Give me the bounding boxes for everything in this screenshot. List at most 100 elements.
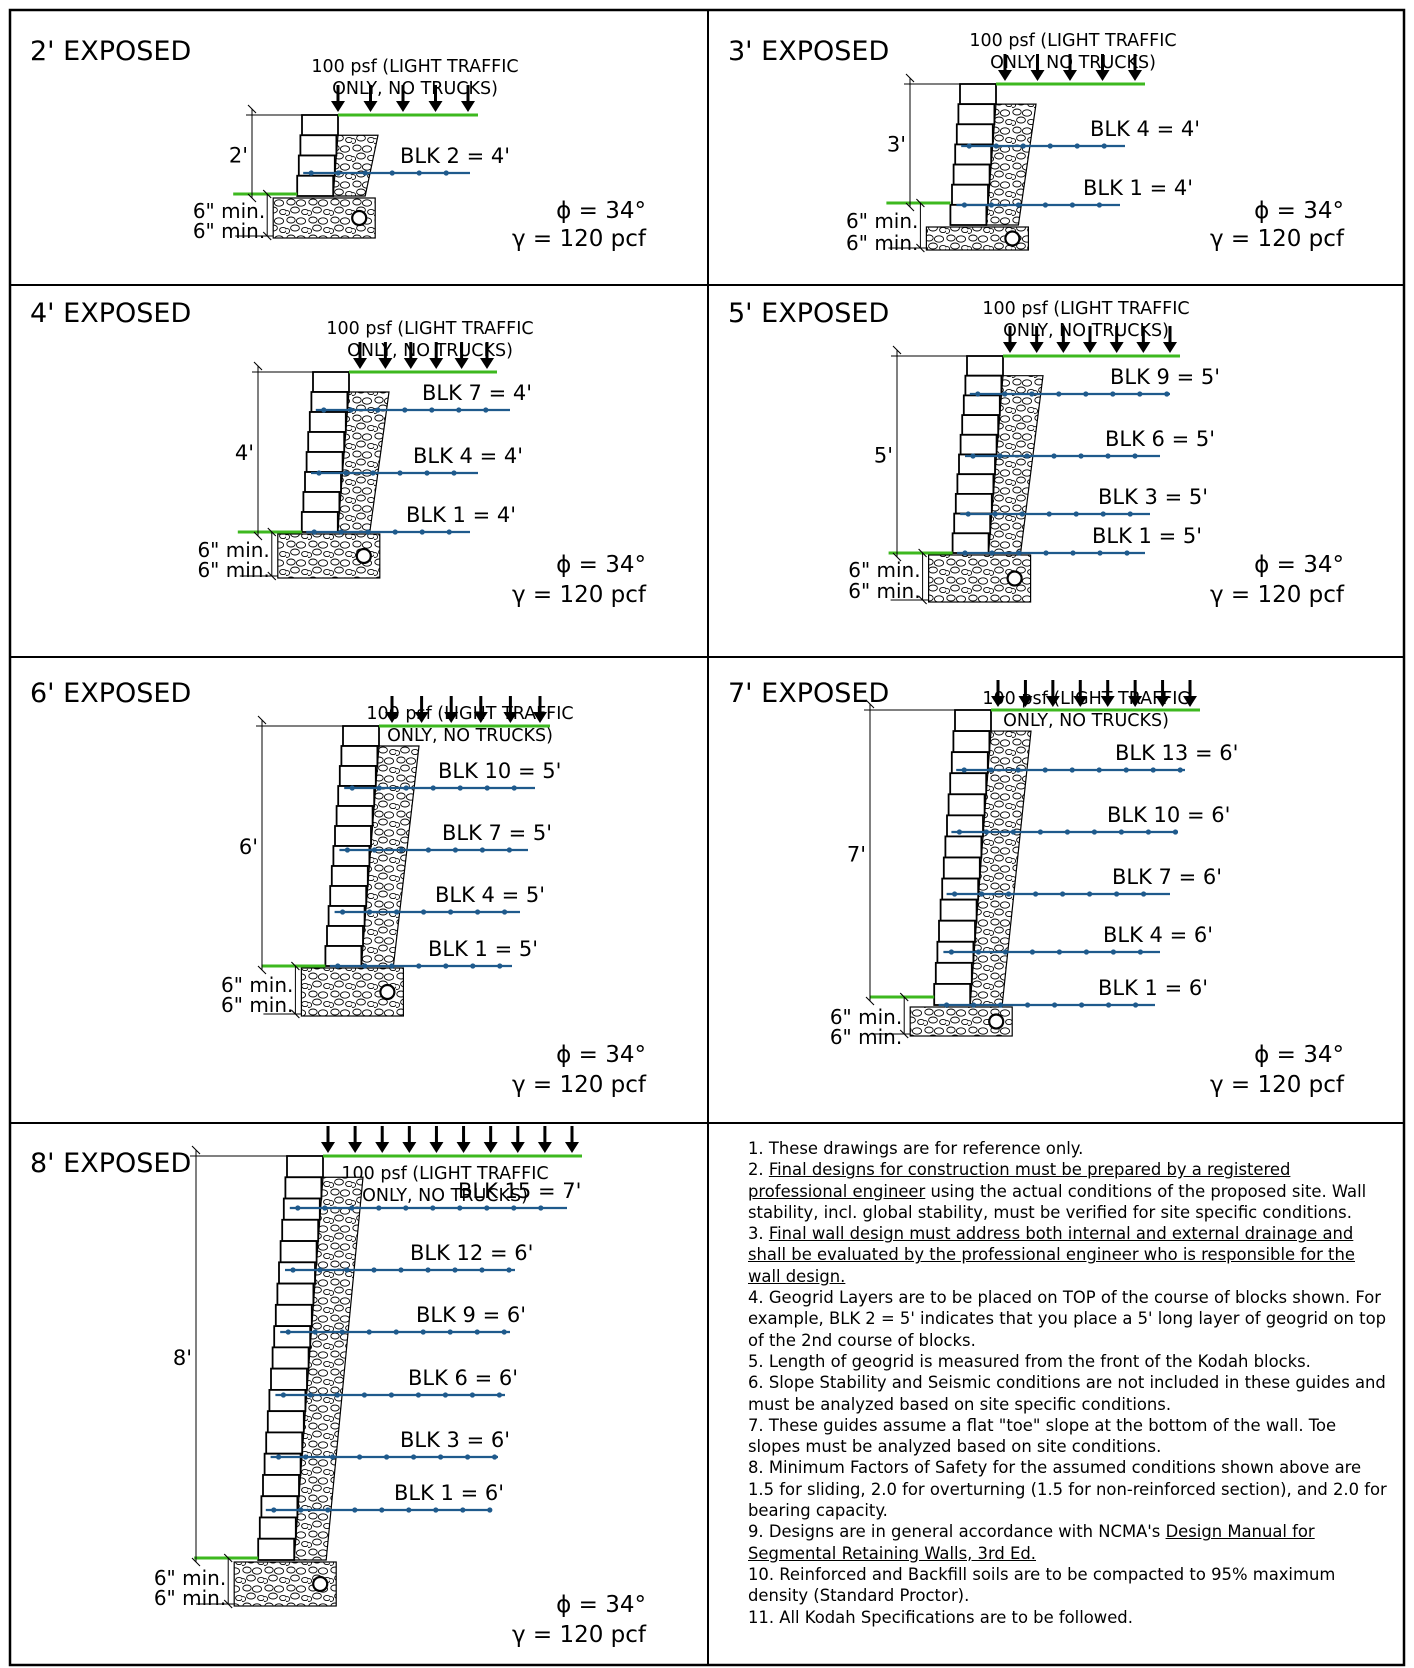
- load-label-line1: 100 psf (LIGHT TRAFFIC: [341, 1164, 548, 1184]
- surcharge-arrowhead-icon: [403, 358, 418, 369]
- geogrid-label: BLK 4 = 5': [435, 883, 545, 907]
- note-text: 7. These guides assume a flat "toe" slop…: [748, 1415, 1337, 1457]
- geogrid-node: [1137, 391, 1143, 397]
- design-notes: 1. These drawings are for reference only…: [748, 1138, 1388, 1628]
- surcharge-arrowhead-icon: [363, 101, 378, 112]
- friction-angle: ϕ = 34°: [1254, 1042, 1344, 1068]
- geogrid-node: [965, 511, 971, 517]
- surcharge-arrowhead-icon: [1003, 342, 1017, 353]
- surcharge-arrowhead-icon: [1109, 342, 1124, 353]
- geogrid-node: [429, 407, 435, 413]
- leveling-pad: [925, 226, 1030, 251]
- geogrid-node: [952, 891, 958, 897]
- wall-block: [308, 411, 347, 433]
- wall-block: [276, 1282, 315, 1306]
- geogrid-node: [979, 891, 985, 897]
- wall-block: [340, 745, 379, 767]
- surcharge-arrowhead-icon: [1128, 70, 1142, 81]
- wall-block: [951, 183, 989, 206]
- wall-block: [953, 512, 992, 535]
- unit-weight: γ = 120 pcf: [1210, 1072, 1345, 1098]
- unit-weight: γ = 120 pcf: [512, 1622, 647, 1648]
- note-3: 3. Final wall design must address both i…: [748, 1223, 1388, 1287]
- pad-thickness-label: 6" min.: [197, 558, 269, 582]
- wall-block: [954, 709, 992, 732]
- geogrid-node: [1110, 391, 1116, 397]
- geogrid-node: [442, 1392, 448, 1398]
- geogrid-node: [317, 1267, 323, 1273]
- geogrid-node: [1124, 550, 1130, 556]
- geogrid-node: [379, 1507, 385, 1513]
- geogrid-node: [371, 847, 377, 853]
- geogrid-node: [966, 143, 972, 149]
- geogrid-node: [416, 963, 422, 969]
- surcharge-arrowhead-icon: [375, 1142, 390, 1153]
- wall-block: [284, 1176, 323, 1200]
- surcharge-arrowhead-icon: [998, 70, 1012, 81]
- geogrid-node: [983, 829, 990, 835]
- wall-block: [951, 532, 990, 554]
- embedment-label: 6" min.: [846, 209, 918, 233]
- wall-block: [946, 814, 984, 838]
- geogrid-node: [497, 963, 503, 969]
- wall-block: [304, 471, 342, 493]
- geogrid-node: [316, 470, 322, 476]
- geogrid-node: [1056, 949, 1062, 955]
- surcharge-arrowhead-icon: [1073, 696, 1088, 707]
- geogrid-node: [349, 1205, 355, 1211]
- wall-block: [327, 905, 366, 927]
- geogrid-node: [1069, 202, 1075, 208]
- note-text: 2.: [748, 1160, 769, 1180]
- geogrid-node: [483, 407, 489, 413]
- embedment-label: 6" min.: [848, 558, 920, 582]
- load-label-line1: 100 psf (LIGHT TRAFFIC: [366, 704, 573, 724]
- geogrid-node: [367, 909, 373, 915]
- geogrid-node: [971, 1002, 977, 1008]
- geogrid-node: [1064, 829, 1070, 835]
- panel-title: 6' EXPOSED: [30, 678, 191, 709]
- drain-pipe-icon: [988, 1013, 1005, 1030]
- geogrid-node: [484, 785, 490, 791]
- geogrid-label: BLK 9 = 5': [1110, 365, 1220, 389]
- surcharge-arrowhead-icon: [456, 1142, 471, 1153]
- geogrid-node: [502, 909, 508, 915]
- surcharge-arrowhead-icon: [396, 101, 410, 112]
- surcharge-arrowhead-icon: [565, 1142, 579, 1153]
- wall-block: [956, 473, 995, 495]
- geogrid-label: BLK 12 = 6': [410, 1241, 533, 1265]
- geogrid-node: [335, 963, 341, 969]
- panel-title: 7' EXPOSED: [728, 678, 889, 709]
- geogrid-node: [506, 847, 512, 853]
- geogrid-node: [438, 1454, 444, 1460]
- geogrid-node: [376, 1205, 382, 1211]
- surcharge-arrowhead-icon: [483, 1142, 498, 1153]
- surcharge-arrowhead-icon: [510, 1142, 525, 1153]
- panel-title: 4' EXPOSED: [30, 298, 191, 329]
- load-label-line2: ONLY, NO TRUCKS): [990, 53, 1156, 73]
- wall-block: [959, 83, 997, 106]
- geogrid-node: [1015, 767, 1021, 773]
- surcharge-arrowhead-icon: [480, 358, 494, 369]
- wall-block: [342, 725, 380, 747]
- geogrid-node: [465, 1454, 471, 1460]
- surcharge-arrowhead-icon: [1183, 696, 1197, 707]
- pad-thickness-label: 6" min.: [193, 219, 265, 243]
- geogrid-node: [1015, 202, 1022, 208]
- load-label-line2: ONLY, NO TRUCKS): [332, 79, 498, 99]
- drain-pipe-icon: [1006, 570, 1023, 587]
- geogrid-node: [376, 785, 382, 791]
- geogrid-node: [1141, 891, 1147, 897]
- surcharge-arrowhead-icon: [1095, 70, 1110, 81]
- wall-block: [949, 772, 988, 796]
- wall-block: [962, 394, 1001, 416]
- load-label-line2: ONLY, NO TRUCKS): [387, 726, 553, 746]
- surcharge-arrowhead-icon: [353, 358, 367, 369]
- geogrid-node: [1073, 511, 1079, 517]
- geogrid-node: [344, 1267, 350, 1273]
- geogrid-node: [1106, 1002, 1112, 1008]
- geogrid-node: [357, 1454, 363, 1460]
- note-text: 1. These drawings are for reference only…: [748, 1139, 1084, 1158]
- geogrid-node: [335, 170, 341, 176]
